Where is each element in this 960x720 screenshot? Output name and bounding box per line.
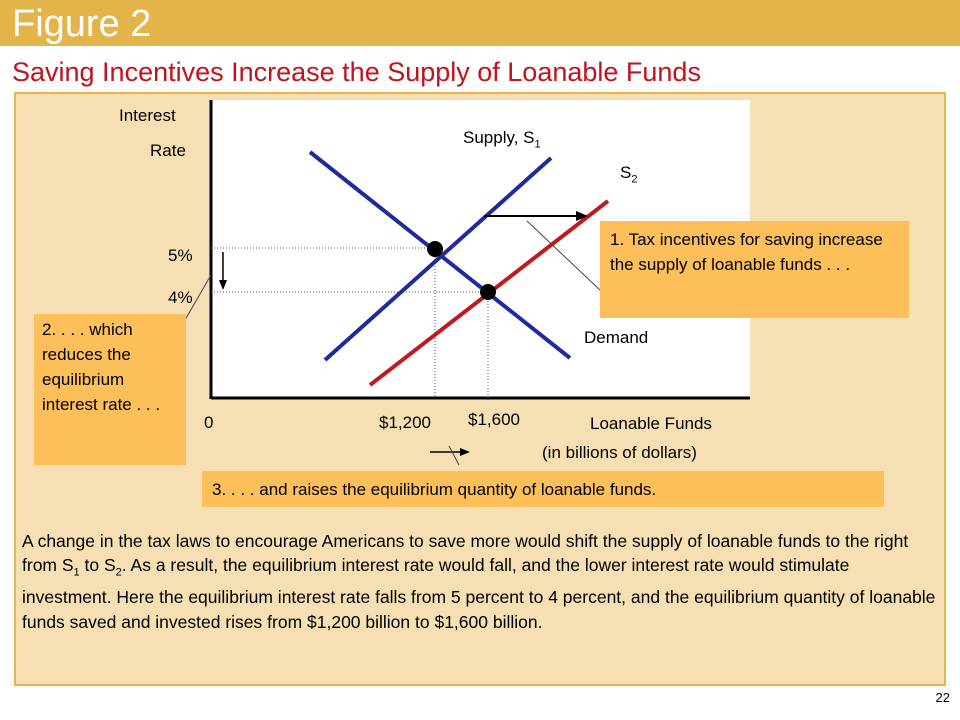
callout-tax-incentives: 1. Tax incentives for saving increase th… xyxy=(600,221,909,318)
figure-label: Figure 2 xyxy=(12,3,152,45)
quantity-arrow-head xyxy=(460,448,470,456)
y-tick-label-4pct: 4% xyxy=(168,288,193,307)
explanation-sub2: 2 xyxy=(115,566,122,579)
x-axis-label-line1: Loanable Funds xyxy=(590,414,712,433)
leader-callout-3 xyxy=(448,445,460,466)
equilibrium-point-2 xyxy=(480,284,496,300)
series-s2-subscript: 2 xyxy=(631,173,638,186)
explanation-part1: A change in the tax laws to encourage Am… xyxy=(22,531,909,576)
explanation-sub1: 1 xyxy=(73,566,80,579)
header-bar xyxy=(0,0,960,46)
x-tick-label-1200: $1,200 xyxy=(379,413,431,432)
series-label-supply-s1: Supply, S1 xyxy=(463,128,541,154)
series-s2-name: S xyxy=(620,163,632,182)
callout-quantity-rises: 3. . . . and raises the equilibrium quan… xyxy=(202,471,884,507)
explanation-part2: to S xyxy=(79,555,116,576)
shift-arrow-head xyxy=(576,211,588,221)
x-axis-label-line2: (in billions of dollars) xyxy=(542,443,697,462)
supply-s1-line xyxy=(323,156,553,362)
y-axis-label-line1: Interest xyxy=(119,106,176,125)
series-label-supply-s2: S2 xyxy=(620,163,637,189)
x-tick-label-1600: $1,600 xyxy=(468,410,520,429)
leader-callout-2 xyxy=(184,274,212,321)
callout-rate-falls: 2. . . . which reduces the equilibrium i… xyxy=(34,314,186,465)
explanation-part3: . As a result, the equilibrium interest … xyxy=(22,555,936,632)
y-axis-label-line2: Rate xyxy=(150,141,186,160)
series-s1-name: Supply, S xyxy=(463,128,535,147)
series-label-demand: Demand xyxy=(584,328,649,347)
figure-subtitle: Saving Incentives Increase the Supply of… xyxy=(12,57,701,87)
rate-down-arrow-head xyxy=(219,280,227,290)
page-number: 22 xyxy=(935,690,950,705)
equilibrium-point-1 xyxy=(427,241,443,257)
leader-callout-1 xyxy=(526,220,601,291)
y-tick-label-5pct: 5% xyxy=(168,246,193,265)
explanation-paragraph: A change in the tax laws to encourage Am… xyxy=(22,529,942,634)
series-s1-subscript: 1 xyxy=(534,138,541,151)
origin-label: 0 xyxy=(204,413,214,432)
